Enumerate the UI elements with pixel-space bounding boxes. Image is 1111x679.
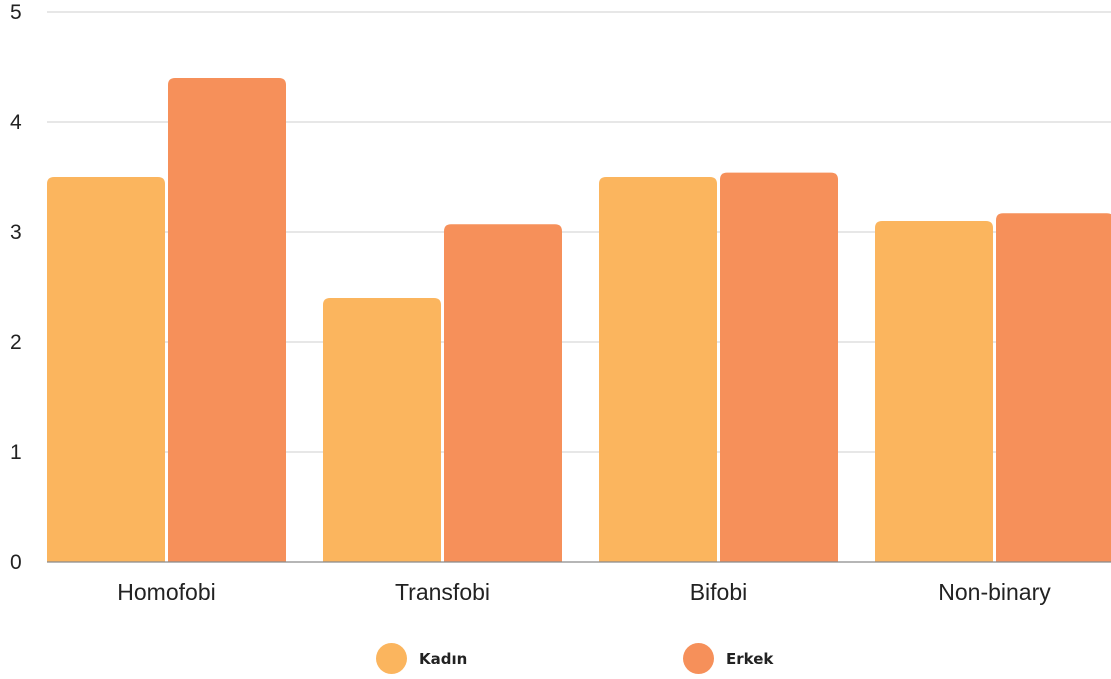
bar-chart: 0 1 2 3 4 5 Homofobi Transfobi Bifobi Non-binary (10, 1, 1111, 605)
x-tick-label: Non-binary (938, 579, 1051, 605)
x-tick-label: Bifobi (690, 579, 748, 605)
y-tick-label: 4 (10, 111, 22, 134)
bars (47, 78, 1111, 563)
legend-item-erkek: Erkek (683, 643, 773, 674)
bar-transfobi-erkek (444, 224, 562, 563)
legend-label-kadin: Kadın (419, 649, 468, 668)
bar-non-binary-erkek (996, 213, 1111, 562)
bar-transfobi-kadın (323, 298, 441, 562)
legend-swatch-erkek (683, 643, 714, 674)
bar-bifobi-kadın (599, 177, 717, 562)
x-tick-label: Homofobi (117, 579, 215, 605)
y-tick-label: 5 (10, 1, 22, 24)
legend: Kadın Erkek (0, 643, 1111, 679)
legend-swatch-kadin (376, 643, 407, 674)
legend-item-kadin: Kadın (376, 643, 467, 674)
y-tick-label: 3 (10, 221, 22, 244)
bar-non-binary-kadın (875, 221, 993, 562)
x-axis-ticks: Homofobi Transfobi Bifobi Non-binary (117, 579, 1051, 605)
y-tick-label: 2 (10, 331, 22, 354)
bar-bifobi-erkek (720, 172, 838, 562)
x-tick-label: Transfobi (395, 579, 490, 605)
y-tick-label: 0 (10, 551, 22, 574)
legend-label-erkek: Erkek (726, 649, 774, 668)
bar-homofobi-kadın (47, 177, 165, 562)
y-tick-label: 1 (10, 441, 22, 464)
y-axis-ticks: 0 1 2 3 4 5 (10, 1, 22, 574)
bar-homofobi-erkek (168, 78, 286, 562)
